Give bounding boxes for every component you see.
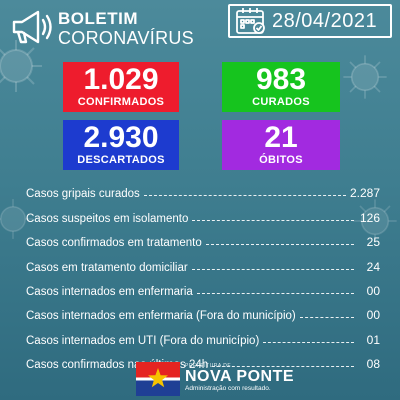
list-item-value: 08 (366, 357, 380, 372)
logo-slogan: Administração com resultado. (185, 385, 271, 392)
dotted-leader (263, 341, 354, 343)
dotted-leader (299, 317, 354, 319)
list-item-label: Casos em tratamento domiciliar (26, 261, 188, 274)
stat-value: 1.029 (83, 63, 159, 96)
list-item-label: Casos internados em enfermaria (Fora do … (26, 310, 296, 323)
stat-obitos: 21 ÓBITOS (222, 120, 340, 170)
stat-descartados: 2.930 DESCARTADOS (63, 120, 179, 170)
dotted-leader (205, 244, 354, 246)
logo-city-name: NOVA PONTE (185, 368, 295, 385)
list-item-value: 00 (366, 283, 380, 298)
megaphone-icon (8, 4, 58, 48)
dotted-leader (143, 195, 346, 197)
list-item-value: 00 (366, 308, 380, 323)
list-item: Casos internados em enfermaria 00 (26, 274, 380, 298)
list-item: Casos confirmados em tratamento 25 (26, 225, 380, 249)
list-item: Casos internados em UTI (Fora do municíp… (26, 322, 380, 347)
stat-label: ÓBITOS (259, 154, 303, 166)
title-line-1: BOLETIM (58, 9, 138, 28)
dotted-leader (212, 366, 354, 368)
virus-icon (0, 196, 36, 242)
list-item-value: 01 (366, 332, 380, 347)
list-item-label: Casos gripais curados (26, 188, 140, 201)
stat-confirmados: 1.029 CONFIRMADOS (63, 62, 179, 112)
dotted-leader (196, 292, 354, 294)
list-item-label: Casos internados em UTI (Fora do municíp… (26, 334, 260, 347)
stat-value: 983 (255, 63, 307, 96)
list-item-label: Casos internados em enfermaria (26, 285, 193, 298)
bulletin-date: 28/04/2021 (272, 9, 378, 32)
calendar-icon (234, 6, 268, 36)
dotted-leader (192, 219, 354, 221)
list-item: Casos suspeitos em isolamento 126 (26, 200, 380, 225)
stat-curados: 983 CURADOS (222, 62, 340, 112)
city-logo: PREFEITURA DE NOVA PONTE Administração c… (185, 363, 294, 393)
title-line-2: CORONAVÍRUS (58, 28, 194, 48)
stat-value: 2.930 (83, 121, 159, 154)
list-item-value: 2.287 (349, 186, 380, 201)
virus-icon (340, 52, 390, 102)
stat-value: 21 (264, 121, 298, 154)
list-item: Casos gripais curados 2.287 (26, 176, 380, 200)
list-item: Casos em tratamento domiciliar 24 (26, 249, 380, 274)
list-item-value: 24 (366, 259, 380, 274)
virus-icon (0, 36, 46, 96)
list-item-value: 25 (366, 235, 380, 250)
list-item-value: 126 (359, 210, 380, 225)
list-item-label: Casos suspeitos em isolamento (26, 212, 189, 225)
list-item-label: Casos confirmados em tratamento (26, 237, 202, 250)
logo-prefeitura: PREFEITURA DE (185, 363, 232, 369)
stat-label: CONFIRMADOS (77, 96, 165, 108)
stat-label: DESCARTADOS (77, 154, 165, 166)
case-list: Casos gripais curados 2.287 Casos suspei… (26, 176, 380, 371)
date-box: 28/04/2021 (228, 4, 392, 38)
dotted-leader (191, 268, 354, 270)
bulletin-title: BOLETIM CORONAVÍRUS (58, 9, 194, 49)
city-flag-icon (136, 362, 180, 396)
list-item-label: Casos confirmados nas últimas 24h (26, 359, 209, 372)
virus-icon (350, 196, 400, 246)
list-item: Casos internados em enfermaria (Fora do … (26, 298, 380, 322)
stat-label: CURADOS (252, 96, 310, 108)
